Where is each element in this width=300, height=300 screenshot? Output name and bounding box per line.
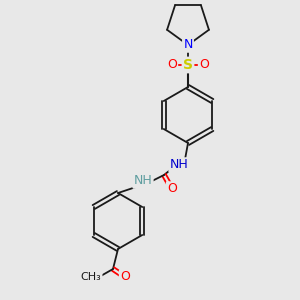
- Text: N: N: [183, 38, 193, 52]
- Text: CH₃: CH₃: [81, 272, 101, 282]
- Text: O: O: [199, 58, 209, 71]
- Text: NH: NH: [169, 158, 188, 172]
- Text: NH: NH: [134, 175, 152, 188]
- Text: O: O: [120, 271, 130, 284]
- Text: O: O: [167, 182, 177, 196]
- Text: O: O: [167, 58, 177, 71]
- Text: S: S: [183, 58, 193, 72]
